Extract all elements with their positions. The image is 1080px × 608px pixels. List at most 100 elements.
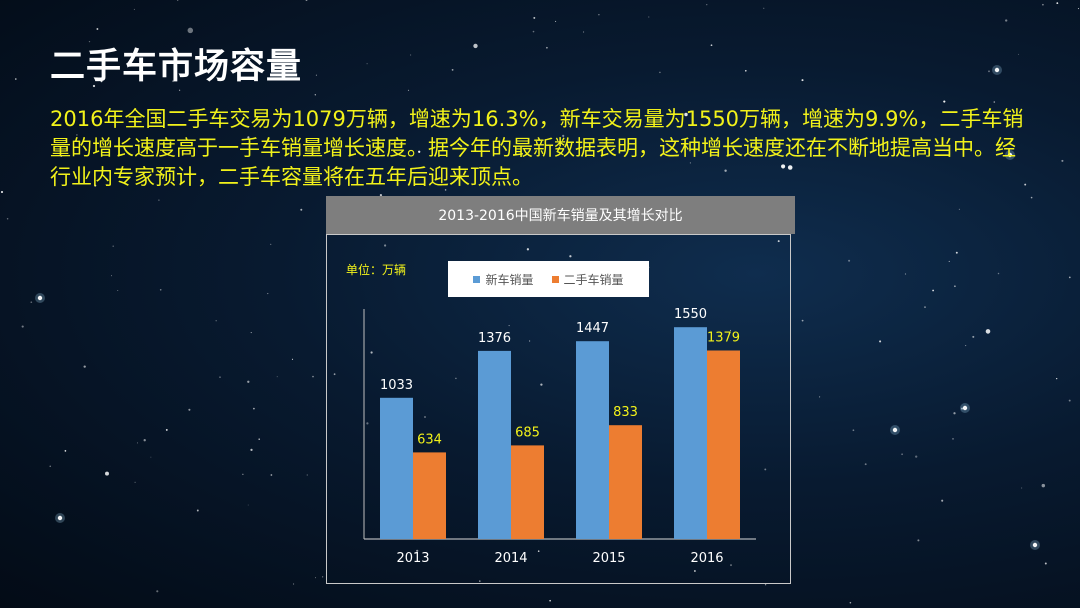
data-label-new-cars-2015: 1447: [576, 321, 609, 336]
star: [729, 329, 732, 332]
star: [143, 439, 146, 442]
star: [384, 244, 387, 247]
star: [57, 515, 63, 521]
bar-new-cars-2013: [380, 397, 413, 539]
star: [1021, 487, 1023, 489]
chart-title-bar: 2013-2016中国新车销量及其增长对比: [326, 196, 795, 234]
x-tick-label-2013: 2013: [396, 551, 429, 566]
star: [745, 70, 747, 72]
star: [315, 577, 316, 579]
star: [306, 474, 308, 476]
star: [305, 0, 308, 1]
star: [76, 134, 78, 136]
star: [366, 422, 369, 425]
legend-swatch-used-cars: [551, 275, 559, 283]
star: [879, 340, 882, 343]
slide-title: 二手车市场容量: [50, 47, 303, 87]
star: [366, 63, 368, 65]
star: [901, 453, 903, 456]
star: [300, 208, 303, 211]
star: [178, 89, 181, 91]
bar-new-cars-2016: [674, 327, 707, 539]
star: [997, 272, 1000, 275]
star: [917, 539, 920, 542]
star: [88, 40, 91, 43]
star: [60, 155, 63, 157]
bar-used-cars-2015: [609, 425, 642, 539]
star: [764, 468, 767, 471]
star: [15, 78, 17, 80]
star: [117, 290, 119, 292]
star: [1056, 2, 1059, 5]
star: [370, 351, 373, 354]
star: [258, 438, 260, 440]
star: [892, 427, 898, 433]
star: [1068, 276, 1071, 279]
star: [706, 117, 709, 119]
star: [196, 509, 199, 512]
star: [1068, 399, 1071, 402]
star: [706, 4, 708, 6]
star: [159, 288, 162, 291]
unit-label: 单位：万辆: [346, 263, 407, 277]
star: [1005, 19, 1008, 22]
star: [684, 112, 688, 117]
star: [253, 407, 255, 410]
star: [455, 377, 457, 380]
slide-body-text: 2016年全国二手车交易为1079万辆，增速为16.3%，新车交易量为1550万…: [50, 107, 1024, 189]
star: [1032, 542, 1038, 548]
star: [156, 590, 159, 593]
star: [143, 71, 146, 74]
star: [83, 365, 86, 368]
star: [112, 245, 114, 247]
star: [569, 255, 572, 258]
star: [247, 504, 249, 506]
star: [972, 335, 975, 338]
star: [100, 80, 103, 83]
chart-frame: [326, 234, 791, 584]
chart-title: 2013-2016中国新车销量及其增长对比: [438, 208, 683, 224]
star: [49, 465, 51, 467]
star: [820, 126, 823, 128]
data-label-new-cars-2013: 1033: [380, 378, 413, 393]
star: [188, 408, 191, 411]
star: [250, 448, 253, 452]
star: [710, 44, 713, 47]
star: [549, 599, 551, 602]
star: [953, 412, 956, 415]
bar-used-cars-2016: [707, 350, 740, 539]
star: [526, 248, 530, 251]
star: [941, 499, 944, 502]
star: [1041, 483, 1046, 488]
star: [1077, 8, 1080, 10]
star: [1030, 196, 1033, 199]
star: [158, 199, 160, 201]
star: [781, 164, 786, 169]
star: [333, 373, 336, 376]
star: [1061, 159, 1064, 162]
star: [924, 306, 926, 308]
star: [961, 407, 963, 410]
star: [958, 208, 960, 210]
star: [724, 169, 727, 172]
star: [1044, 562, 1047, 565]
star: [777, 240, 780, 243]
x-tick-label-2014: 2014: [494, 551, 527, 566]
star: [540, 383, 543, 386]
star: [537, 550, 540, 552]
star: [0, 190, 4, 194]
star: [689, 162, 691, 164]
star: [694, 570, 696, 572]
star: [764, 584, 767, 586]
star: [242, 473, 244, 475]
star: [1007, 152, 1013, 158]
star: [954, 285, 956, 288]
x-tick-label-2016: 2016: [690, 551, 723, 566]
data-label-new-cars-2014: 1376: [478, 331, 511, 346]
star: [962, 405, 968, 411]
star: [473, 43, 478, 49]
star: [293, 583, 295, 585]
star: [555, 20, 557, 22]
star: [819, 396, 821, 398]
star: [418, 150, 421, 153]
